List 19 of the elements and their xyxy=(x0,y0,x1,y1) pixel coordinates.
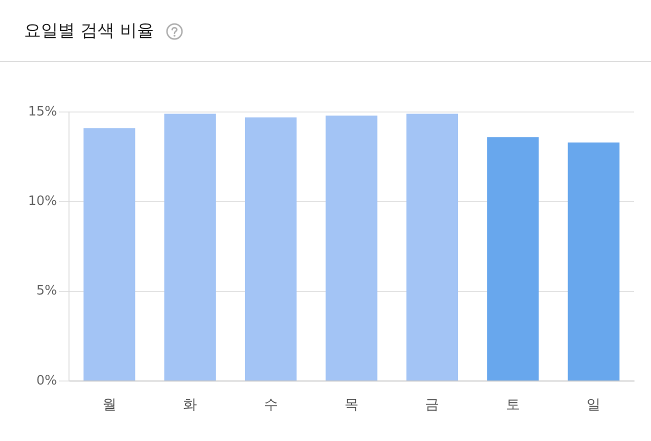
x-tick-label: 월 xyxy=(102,397,116,414)
x-tick-label: 일 xyxy=(586,397,601,414)
x-tick-label: 금 xyxy=(425,397,440,414)
y-tick-label: 15% xyxy=(28,104,57,120)
bar xyxy=(84,128,136,380)
y-tick-label: 10% xyxy=(28,194,57,210)
y-tick-label: 0% xyxy=(36,373,57,388)
bar xyxy=(568,142,620,380)
y-tick-label: 5% xyxy=(36,284,57,299)
chart-title: 요일별 검색 비율 xyxy=(24,20,154,43)
x-tick-label: 화 xyxy=(183,397,198,414)
bar xyxy=(244,117,297,380)
x-tick-label: 토 xyxy=(506,397,520,414)
x-tick-label: 목 xyxy=(344,397,358,414)
x-tick-label: 수 xyxy=(264,397,278,414)
bar xyxy=(487,137,539,380)
bar xyxy=(326,116,378,380)
bar xyxy=(406,114,458,380)
bar xyxy=(164,114,216,380)
